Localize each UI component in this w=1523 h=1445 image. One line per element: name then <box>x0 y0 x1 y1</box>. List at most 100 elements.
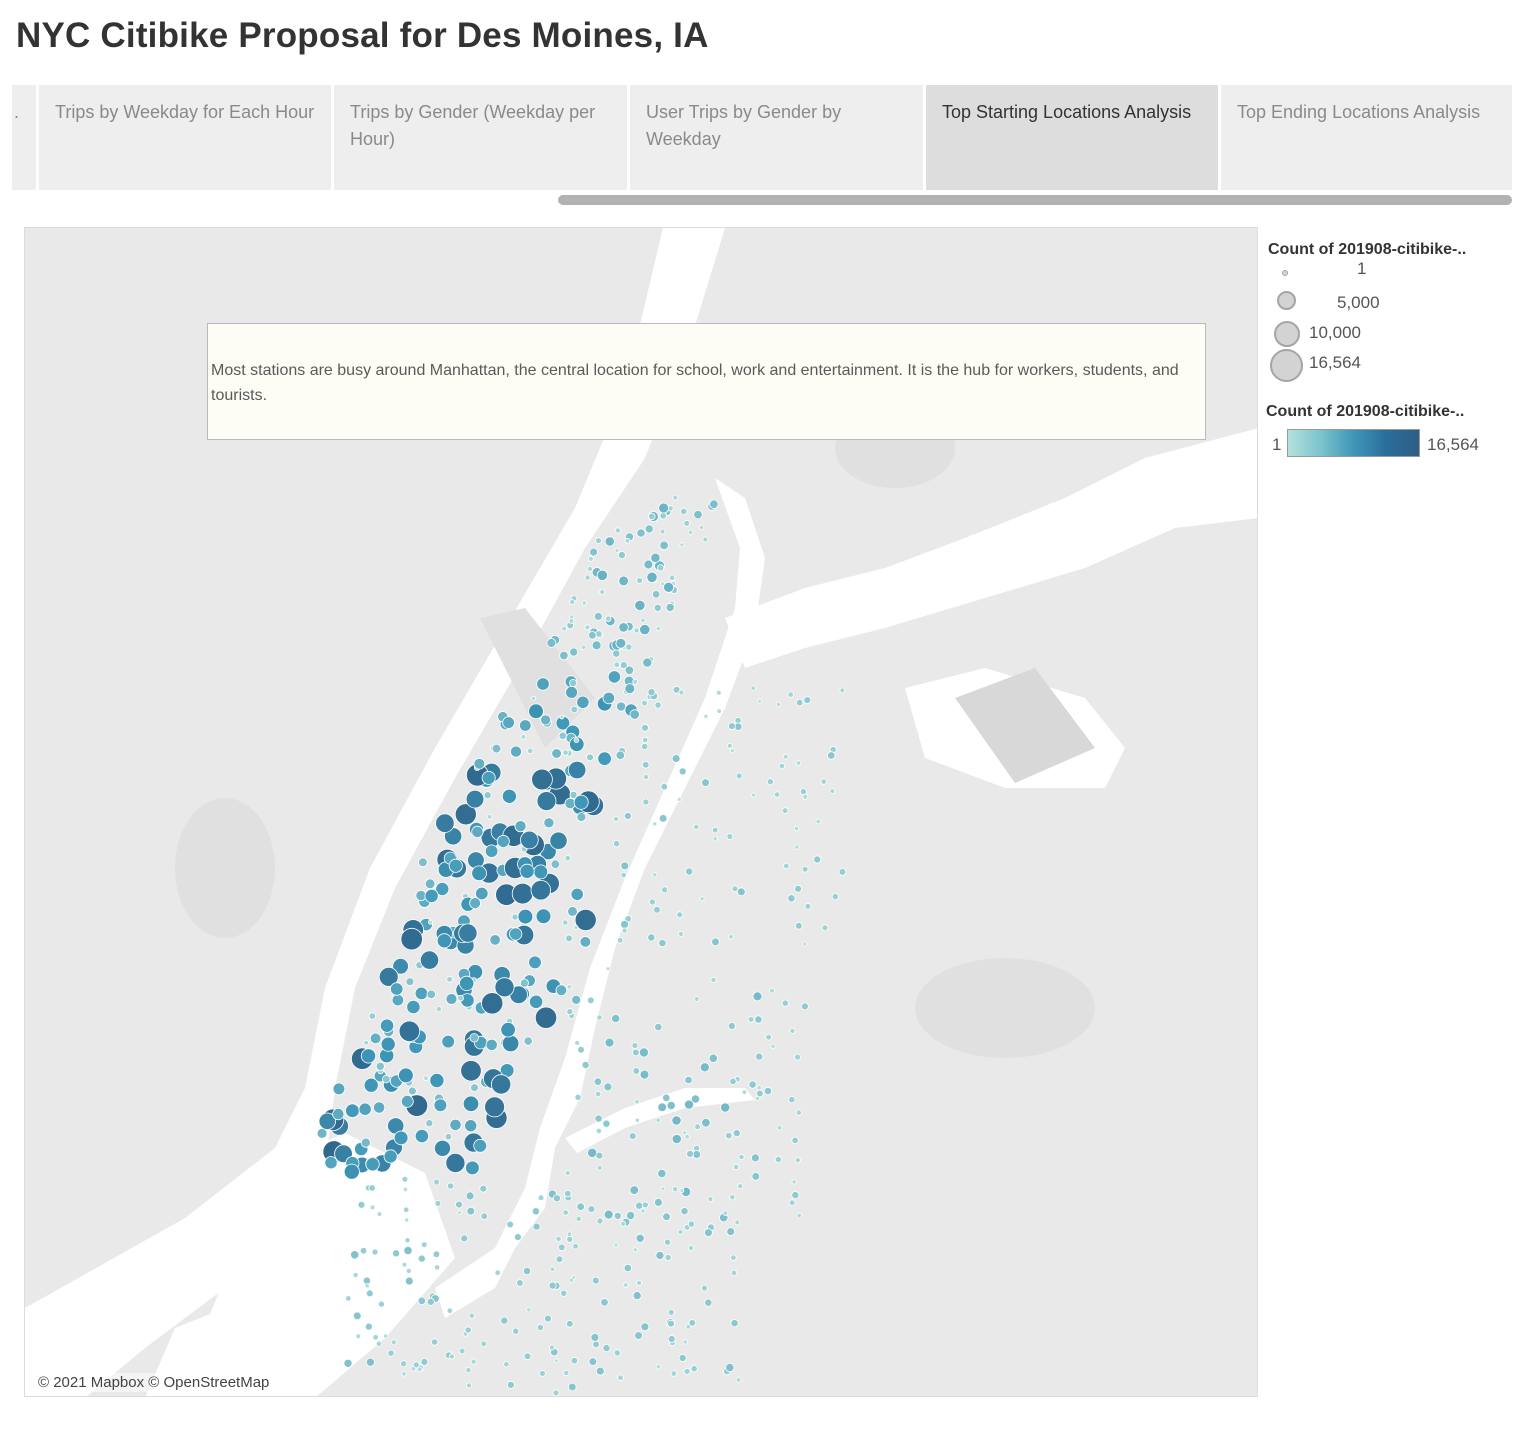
station-marker[interactable] <box>665 602 675 612</box>
station-marker[interactable] <box>794 1157 801 1164</box>
station-marker[interactable] <box>650 552 661 563</box>
station-marker[interactable] <box>567 906 578 917</box>
station-marker[interactable] <box>726 1227 736 1236</box>
station-marker[interactable] <box>629 1185 640 1195</box>
station-marker[interactable] <box>716 708 722 714</box>
station-marker[interactable] <box>446 1307 453 1314</box>
station-marker[interactable] <box>596 1165 603 1171</box>
station-marker[interactable] <box>562 749 569 756</box>
station-marker[interactable] <box>680 1207 689 1216</box>
station-marker[interactable] <box>813 855 822 864</box>
station-marker[interactable] <box>799 788 807 796</box>
station-marker[interactable] <box>821 924 829 932</box>
station-marker[interactable] <box>383 1333 389 1339</box>
station-marker[interactable] <box>653 603 662 612</box>
station-marker[interactable] <box>365 1289 374 1298</box>
station-marker[interactable] <box>561 625 567 632</box>
station-marker[interactable] <box>701 778 710 787</box>
station-marker[interactable] <box>655 1364 661 1370</box>
station-marker[interactable] <box>528 994 544 1009</box>
station-marker[interactable] <box>682 1339 688 1345</box>
station-marker[interactable] <box>791 1179 797 1185</box>
station-marker[interactable] <box>343 1358 353 1368</box>
station-marker[interactable] <box>383 1149 398 1164</box>
station-marker[interactable] <box>516 1279 524 1287</box>
station-marker[interactable] <box>332 1107 345 1121</box>
station-marker[interactable] <box>648 898 656 906</box>
station-marker[interactable] <box>565 685 578 699</box>
station-marker[interactable] <box>571 994 582 1005</box>
station-marker[interactable] <box>363 1039 370 1046</box>
station-marker[interactable] <box>655 1117 661 1123</box>
station-marker[interactable] <box>684 1133 690 1140</box>
station-marker[interactable] <box>838 868 847 876</box>
station-marker[interactable] <box>672 494 679 501</box>
station-marker[interactable] <box>536 791 557 811</box>
station-marker[interactable] <box>732 1129 741 1138</box>
station-marker[interactable] <box>486 814 493 820</box>
station-marker[interactable] <box>829 788 836 794</box>
station-marker[interactable] <box>567 1382 577 1392</box>
station-marker[interactable] <box>345 1295 352 1302</box>
station-marker[interactable] <box>629 709 640 720</box>
station-marker[interactable] <box>533 864 549 880</box>
station-marker[interactable] <box>546 638 557 648</box>
station-marker[interactable] <box>729 1077 737 1086</box>
station-marker[interactable] <box>658 502 669 514</box>
station-marker[interactable] <box>639 1069 650 1080</box>
station-marker[interactable] <box>576 695 590 709</box>
station-marker[interactable] <box>775 701 782 707</box>
station-marker[interactable] <box>626 1211 636 1221</box>
station-marker[interactable] <box>623 1282 629 1288</box>
station-marker[interactable] <box>591 1276 600 1285</box>
station-marker[interactable] <box>360 1048 377 1064</box>
station-marker[interactable] <box>788 1199 796 1206</box>
station-marker[interactable] <box>668 574 676 581</box>
station-marker[interactable] <box>455 1200 463 1209</box>
station-marker[interactable] <box>458 923 478 943</box>
station-marker[interactable] <box>565 934 573 943</box>
station-marker[interactable] <box>405 1267 412 1274</box>
station-marker[interactable] <box>569 790 578 799</box>
station-marker[interactable] <box>603 1082 613 1092</box>
station-marker[interactable] <box>592 1340 600 1349</box>
tab-scrollbar[interactable] <box>12 193 1512 207</box>
tab-top-ending-locations[interactable]: Top Ending Locations Analysis <box>1221 85 1512 190</box>
station-marker[interactable] <box>605 615 612 622</box>
station-marker[interactable] <box>623 811 632 820</box>
station-marker[interactable] <box>398 1067 414 1084</box>
station-marker[interactable] <box>671 1133 682 1145</box>
station-marker[interactable] <box>523 1036 533 1046</box>
station-marker[interactable] <box>658 814 668 823</box>
station-marker[interactable] <box>535 908 552 925</box>
station-marker[interactable] <box>654 1022 663 1032</box>
station-marker[interactable] <box>433 1139 451 1157</box>
station-marker[interactable] <box>594 1114 603 1123</box>
station-marker[interactable] <box>617 1374 624 1381</box>
station-marker[interactable] <box>509 927 523 941</box>
station-marker[interactable] <box>551 748 562 759</box>
tab-trips-by-weekday[interactable]: Trips by Weekday for Each Hour <box>39 85 331 190</box>
station-marker[interactable] <box>480 1340 488 1348</box>
station-marker[interactable] <box>435 882 450 897</box>
station-marker[interactable] <box>530 880 552 901</box>
station-marker[interactable] <box>491 743 502 754</box>
station-marker[interactable] <box>434 1200 442 1207</box>
station-marker[interactable] <box>404 1237 411 1244</box>
station-marker[interactable] <box>635 1201 644 1210</box>
station-marker[interactable] <box>599 588 606 595</box>
station-marker[interactable] <box>550 859 561 869</box>
station-marker[interactable] <box>617 551 626 560</box>
station-marker[interactable] <box>684 1099 695 1110</box>
station-marker[interactable] <box>473 757 486 770</box>
station-marker[interactable] <box>678 1354 687 1363</box>
station-marker[interactable] <box>704 1228 713 1238</box>
station-marker[interactable] <box>676 911 684 919</box>
station-marker[interactable] <box>589 547 598 557</box>
station-marker[interactable] <box>536 1323 545 1332</box>
station-marker[interactable] <box>512 1327 520 1335</box>
station-marker[interactable] <box>613 1242 619 1248</box>
station-marker[interactable] <box>559 714 565 720</box>
station-marker[interactable] <box>427 919 433 925</box>
station-marker[interactable] <box>693 509 703 520</box>
